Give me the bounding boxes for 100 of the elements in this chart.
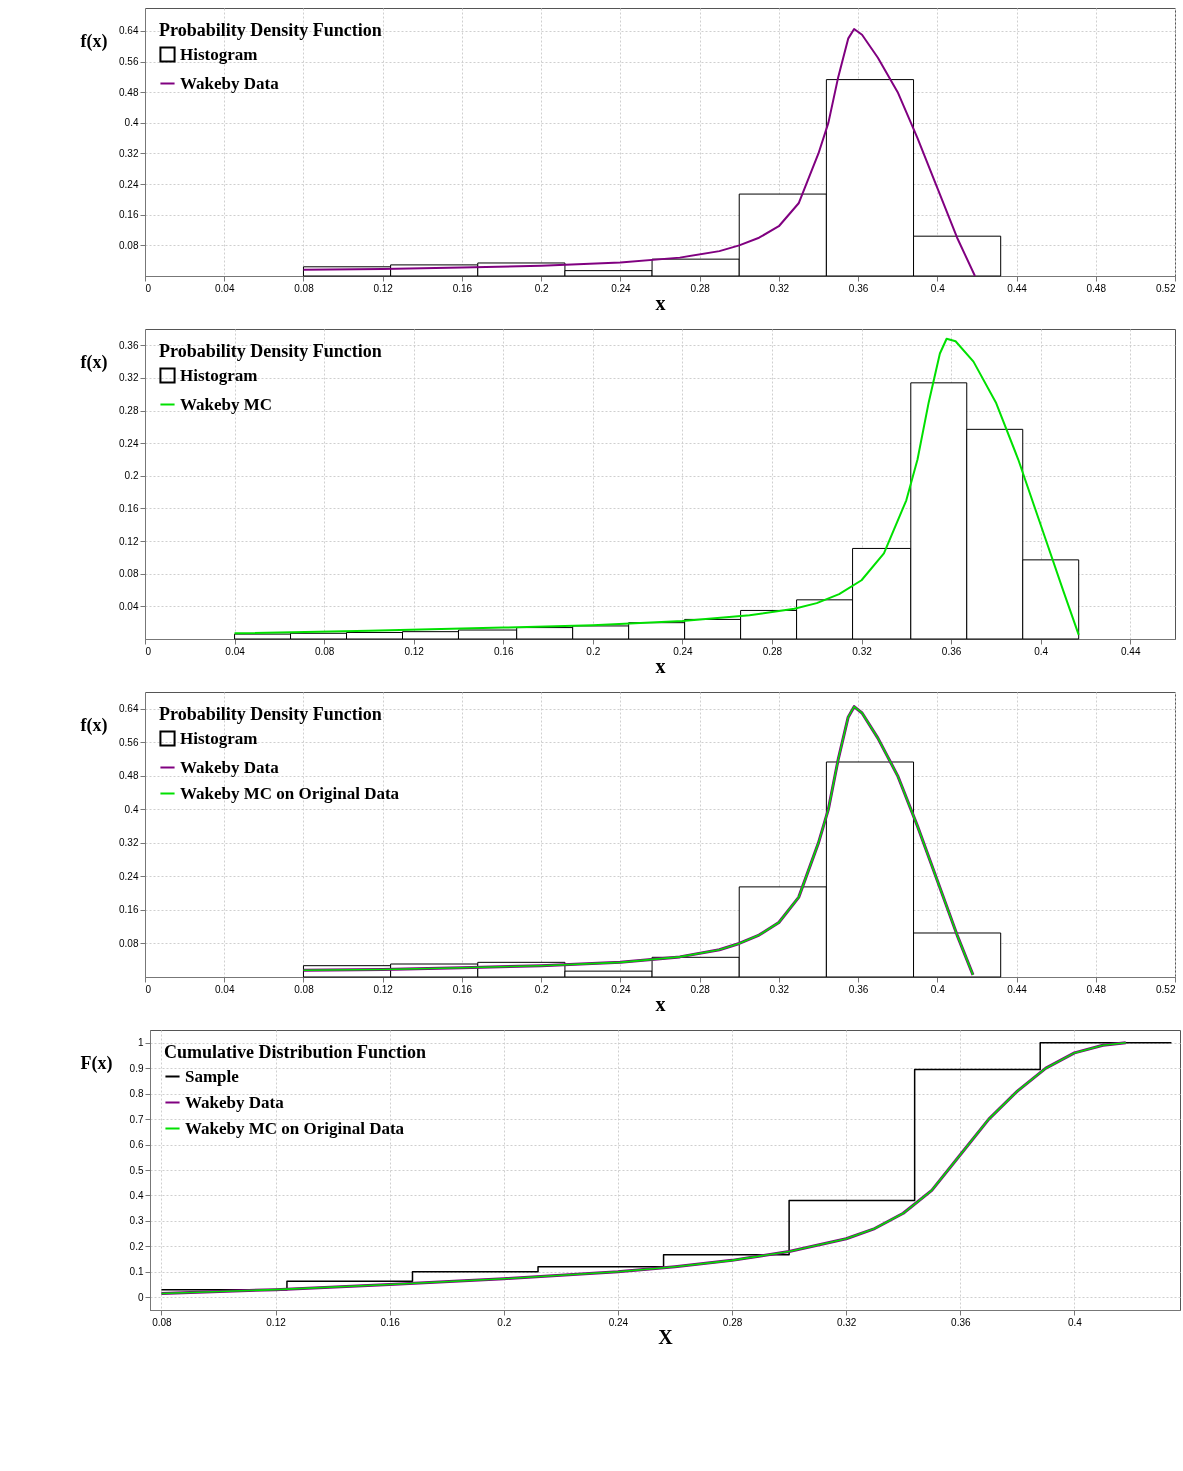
y-tick-label: 0.5 bbox=[129, 1164, 144, 1176]
x-tick-label: 0 bbox=[145, 983, 152, 995]
x-tick-label: 0.4 bbox=[930, 282, 946, 294]
x-tick-label: 0.24 bbox=[608, 1316, 629, 1328]
legend-label: Histogram bbox=[180, 365, 258, 385]
y-tick-label: 0.4 bbox=[129, 1189, 144, 1201]
x-tick-label: 0.44 bbox=[1120, 645, 1141, 657]
y-tick-label: 0.04 bbox=[119, 600, 139, 612]
x-tick-label: 0.08 bbox=[152, 1316, 173, 1328]
x-axis-title: x bbox=[655, 992, 666, 1015]
x-tick-label: 0.4 bbox=[1067, 1316, 1083, 1328]
y-tick-label: 0.2 bbox=[129, 1240, 144, 1252]
y-tick-label: 0.32 bbox=[119, 147, 139, 159]
x-tick-label: 0.4 bbox=[930, 983, 946, 995]
x-tick-label: 0.24 bbox=[611, 983, 632, 995]
y-axis-title: f(x) bbox=[80, 714, 108, 736]
x-tick-label: 0.4 bbox=[1034, 645, 1049, 657]
y-tick-label: 0.28 bbox=[119, 405, 139, 417]
y-tick-label: 0.16 bbox=[119, 502, 139, 514]
x-tick-label: 0.32 bbox=[852, 645, 873, 657]
legend-title: Cumulative Distribution Function bbox=[164, 1042, 427, 1062]
x-tick-label: 0.04 bbox=[215, 282, 235, 294]
x-tick-label: 0.44 bbox=[1007, 983, 1028, 995]
legend-label: Wakeby MC on Original Data bbox=[185, 1118, 405, 1138]
y-tick-label: 0.56 bbox=[119, 736, 139, 748]
y-tick-label: 0.08 bbox=[119, 239, 139, 251]
y-tick-label: 0.64 bbox=[119, 703, 139, 715]
x-tick-label: 0.36 bbox=[941, 645, 962, 657]
x-tick-label: 0.2 bbox=[534, 983, 550, 995]
x-tick-label: 0.16 bbox=[494, 645, 514, 657]
x-tick-label: 0 bbox=[145, 282, 152, 294]
y-tick-label: 0.48 bbox=[119, 770, 139, 782]
y-tick-label: 0.24 bbox=[119, 437, 139, 449]
x-tick-label: 0.28 bbox=[722, 1316, 743, 1328]
y-tick-label: 0.56 bbox=[119, 56, 139, 68]
y-axis-title: f(x) bbox=[80, 30, 108, 52]
x-tick-label: 0.04 bbox=[215, 983, 235, 995]
y-tick-label: 1 bbox=[137, 1037, 144, 1049]
legend-title: Probability Density Function bbox=[159, 704, 382, 724]
y-axis-title: F(x) bbox=[80, 1052, 113, 1074]
x-axis-title: X bbox=[658, 1325, 674, 1348]
x-tick-label: 0.52 bbox=[1156, 282, 1176, 294]
x-tick-label: 0.2 bbox=[534, 282, 550, 294]
x-tick-label: 0.48 bbox=[1086, 983, 1107, 995]
x-tick-label: 0.2 bbox=[497, 1316, 512, 1328]
x-tick-label: 0.24 bbox=[611, 282, 632, 294]
x-tick-label: 0.08 bbox=[294, 983, 315, 995]
y-tick-label: 0.24 bbox=[119, 178, 139, 190]
y-tick-label: 0.36 bbox=[119, 339, 139, 351]
x-tick-label: 0.16 bbox=[380, 1316, 401, 1328]
y-tick-label: 0.08 bbox=[119, 568, 139, 580]
legend-label: Wakeby Data bbox=[180, 73, 280, 93]
legend-label: Wakeby MC on Original Data bbox=[180, 783, 400, 803]
x-tick-label: 0.08 bbox=[294, 282, 315, 294]
x-tick-label: 0.04 bbox=[225, 645, 246, 657]
y-tick-label: 0.9 bbox=[129, 1062, 144, 1074]
y-tick-label: 0.32 bbox=[119, 372, 139, 384]
x-tick-label: 0.32 bbox=[769, 983, 790, 995]
legend-title: Probability Density Function bbox=[159, 20, 382, 40]
x-tick-label: 0.36 bbox=[951, 1316, 971, 1328]
x-tick-label: 0.28 bbox=[690, 282, 711, 294]
x-tick-label: 0.16 bbox=[452, 983, 473, 995]
y-tick-label: 0.4 bbox=[124, 117, 139, 129]
y-tick-label: 0.16 bbox=[119, 904, 139, 916]
x-tick-label: 0.32 bbox=[769, 282, 790, 294]
x-tick-label: 0.12 bbox=[373, 983, 394, 995]
y-tick-label: 0.64 bbox=[119, 25, 139, 37]
legend-label: Wakeby MC bbox=[180, 394, 273, 414]
y-tick-label: 0.7 bbox=[129, 1113, 144, 1125]
x-tick-label: 0.52 bbox=[1156, 983, 1176, 995]
x-axis-title: x bbox=[655, 291, 666, 314]
legend-label: Wakeby Data bbox=[185, 1092, 285, 1112]
x-tick-label: 0.36 bbox=[848, 983, 869, 995]
x-tick-label: 0.32 bbox=[836, 1316, 857, 1328]
y-axis-title: f(x) bbox=[80, 351, 108, 373]
x-tick-label: 0.2 bbox=[586, 645, 601, 657]
x-tick-label: 0.12 bbox=[404, 645, 425, 657]
y-tick-label: 0.32 bbox=[119, 837, 139, 849]
x-axis-title: x bbox=[655, 654, 666, 677]
legend-label: Wakeby Data bbox=[180, 757, 280, 777]
x-tick-label: 0.48 bbox=[1086, 282, 1107, 294]
x-tick-label: 0.44 bbox=[1007, 282, 1028, 294]
legend-label: Sample bbox=[185, 1066, 240, 1086]
x-tick-label: 0.36 bbox=[848, 282, 869, 294]
x-tick-label: 0 bbox=[145, 645, 152, 657]
y-tick-label: 0.1 bbox=[129, 1266, 144, 1278]
y-tick-label: 0.08 bbox=[119, 937, 139, 949]
x-tick-label: 0.28 bbox=[762, 645, 783, 657]
y-tick-label: 0.2 bbox=[124, 470, 139, 482]
x-tick-label: 0.12 bbox=[373, 282, 394, 294]
x-tick-label: 0.12 bbox=[266, 1316, 287, 1328]
legend-title: Probability Density Function bbox=[159, 341, 382, 361]
y-tick-label: 0.4 bbox=[124, 803, 139, 815]
legend-label: Histogram bbox=[180, 728, 258, 748]
x-tick-label: 0.16 bbox=[452, 282, 473, 294]
x-tick-label: 0.08 bbox=[314, 645, 335, 657]
y-tick-label: 0 bbox=[137, 1291, 144, 1303]
y-tick-label: 0.12 bbox=[119, 535, 139, 547]
y-tick-label: 0.8 bbox=[129, 1088, 144, 1100]
y-tick-label: 0.6 bbox=[129, 1139, 144, 1151]
